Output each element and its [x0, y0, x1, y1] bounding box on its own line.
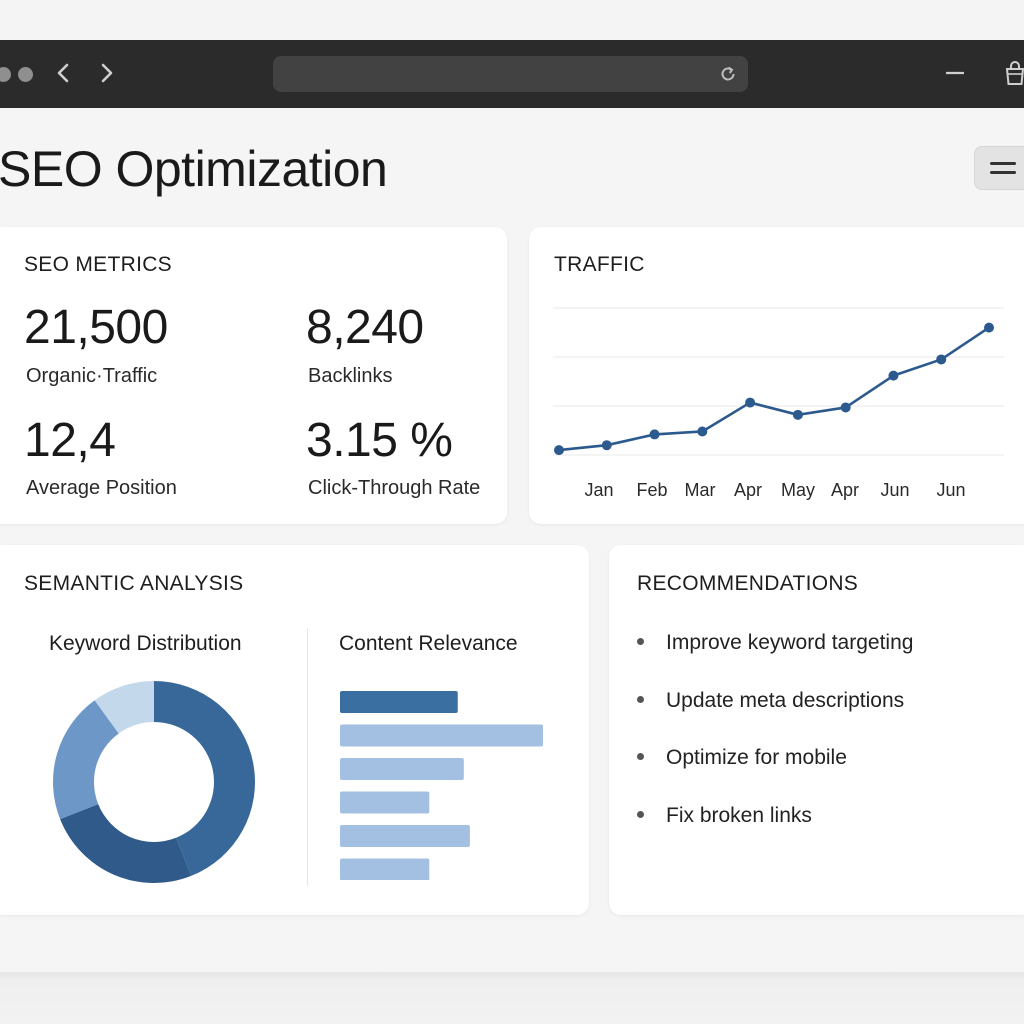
window-close-dot[interactable] — [0, 67, 11, 82]
backlinks-value: 8,240 — [306, 301, 424, 354]
backlinks-label: Backlinks — [308, 365, 393, 387]
reload-button[interactable] — [714, 60, 742, 88]
traffic-point — [792, 409, 803, 420]
relevance-bar — [340, 858, 430, 880]
bullet — [637, 695, 644, 703]
ctr-label: Click-Through Rate — [308, 477, 481, 499]
relevance-bar — [340, 691, 458, 713]
traffic-point — [697, 426, 708, 437]
traffic-point — [840, 402, 851, 413]
organic-traffic-value: 21,500 — [24, 301, 168, 354]
seo-metrics-title: SEO METRICS — [24, 253, 172, 276]
traffic-point — [554, 445, 564, 456]
hamburger-menu-line — [990, 171, 1016, 174]
x-tick-label: Jun — [936, 480, 965, 500]
traffic-point — [745, 397, 756, 408]
recommendations-card: RECOMMENDATIONS — [609, 545, 1024, 915]
x-tick-label: Apr — [831, 480, 859, 500]
minimize-button[interactable] — [940, 58, 970, 88]
recommendation-text: Optimize for mobile — [666, 746, 847, 769]
chevron-right-icon — [101, 63, 113, 83]
relevance-bar — [340, 791, 430, 814]
content-relevance-title: Content Relevance — [339, 632, 518, 655]
seo-metrics-card: SEO METRICS 21,500 Organic·Traffic 8,240… — [0, 227, 507, 524]
recommendation-text: Update meta descriptions — [666, 689, 905, 712]
relevance-bar — [340, 758, 464, 780]
forward-button[interactable] — [92, 58, 122, 88]
traffic-title: TRAFFIC — [554, 253, 645, 276]
semantic-divider — [307, 628, 308, 886]
recommendations-title: RECOMMENDATIONS — [637, 572, 859, 595]
bottom-edge — [0, 972, 1024, 1024]
reload-icon — [721, 66, 735, 81]
minimize-icon — [946, 71, 964, 75]
recommendation-item[interactable]: Update meta descriptions — [637, 689, 904, 713]
chevron-left-icon — [57, 63, 69, 83]
hamburger-menu-icon — [990, 162, 1016, 165]
traffic-series-line — [558, 326, 990, 452]
bullet — [637, 752, 644, 760]
recommendation-text: Fix broken links — [666, 804, 812, 827]
recommendation-item[interactable]: Optimize for mobile — [637, 746, 847, 770]
donut-slice — [154, 681, 255, 876]
traffic-card: TRAFFIC — [529, 227, 1024, 524]
x-tick-label: May — [781, 480, 815, 500]
keyword-distribution-title: Keyword Distribution — [49, 632, 242, 655]
traffic-line-chart: Jan Feb Mar Apr May Apr Jun Jun — [553, 307, 1004, 500]
window-minimize-dot[interactable] — [18, 67, 33, 82]
semantic-analysis-title: SEMANTIC ANALYSIS — [24, 572, 244, 595]
donut-slice — [53, 700, 119, 820]
organic-traffic-label: Organic·Traffic — [26, 365, 158, 387]
bag-button[interactable] — [1000, 58, 1024, 88]
donut-slice — [60, 804, 192, 883]
x-tick-label: Jun — [880, 480, 909, 500]
page-title: SEO Optimization — [0, 141, 388, 197]
shopping-bag-icon — [1005, 61, 1024, 85]
menu-button[interactable] — [974, 146, 1024, 190]
address-bar[interactable] — [273, 56, 748, 92]
traffic-point — [984, 322, 994, 333]
traffic-point — [601, 440, 612, 451]
back-button[interactable] — [48, 58, 78, 88]
top-background — [0, 0, 1024, 40]
bullet — [637, 637, 644, 645]
recommendation-item[interactable]: Fix broken links — [637, 804, 812, 828]
relevance-bar — [340, 724, 543, 747]
x-tick-label: Mar — [685, 480, 716, 500]
relevance-bar — [340, 825, 470, 847]
keyword-distribution-donut — [53, 681, 255, 883]
content-relevance-bars — [340, 691, 543, 880]
traffic-point — [888, 370, 899, 381]
bullet — [637, 810, 644, 818]
average-position-label: Average Position — [26, 477, 177, 499]
recommendation-item[interactable]: Improve keyword targeting — [637, 631, 913, 655]
traffic-point — [936, 354, 947, 365]
donut-slice — [94, 681, 154, 734]
x-tick-label: Apr — [734, 480, 762, 500]
recommendation-text: Improve keyword targeting — [666, 631, 914, 654]
x-tick-label: Feb — [636, 480, 667, 500]
traffic-point — [649, 429, 660, 440]
x-tick-label: Jan — [584, 480, 613, 500]
ctr-value: 3.15 % — [306, 414, 453, 467]
average-position-value: 12,4 — [24, 414, 116, 467]
